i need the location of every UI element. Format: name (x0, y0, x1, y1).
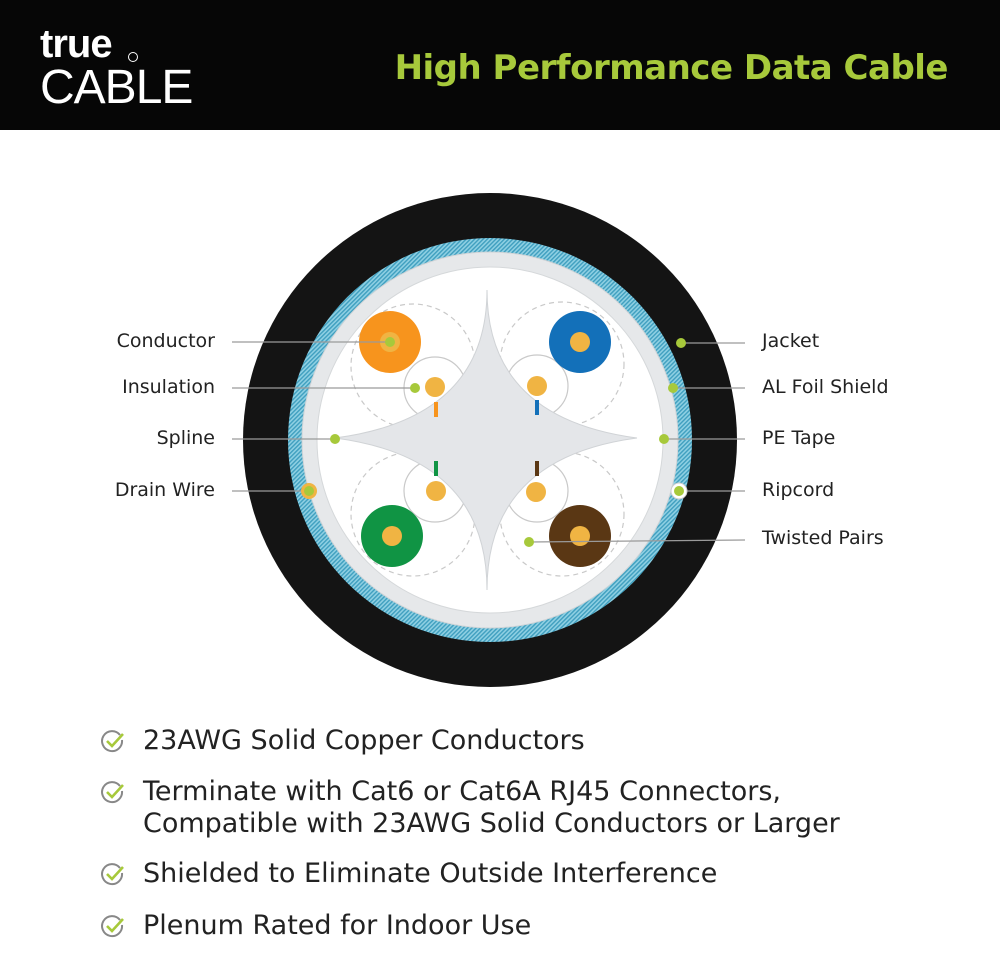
label-ripcord: Ripcord (762, 479, 835, 501)
label-al-foil-shield: AL Foil Shield (762, 376, 889, 398)
callout-dots (304, 337, 686, 547)
trademark-icon (128, 52, 138, 62)
check-circle-icon (101, 730, 124, 753)
check-circle-icon (101, 863, 124, 886)
check-circle-icon (101, 915, 124, 938)
label-jacket: Jacket (762, 330, 820, 352)
label-conductor: Conductor (116, 330, 215, 352)
logo-cable: CABLE (40, 61, 193, 114)
label-pe-tape: PE Tape (762, 427, 836, 449)
label-twisted-pairs: Twisted Pairs (762, 527, 884, 549)
spline (334, 289, 638, 591)
check-circle-icon (101, 781, 124, 804)
label-spline: Spline (156, 427, 215, 449)
page-title: High Performance Data Cable (394, 48, 949, 88)
label-drain-wire: Drain Wire (114, 479, 215, 501)
header-bar: true CABLE High Performance Data Cable (0, 0, 1000, 130)
logo-true: true (40, 22, 113, 66)
label-insulation: Insulation (122, 376, 215, 398)
